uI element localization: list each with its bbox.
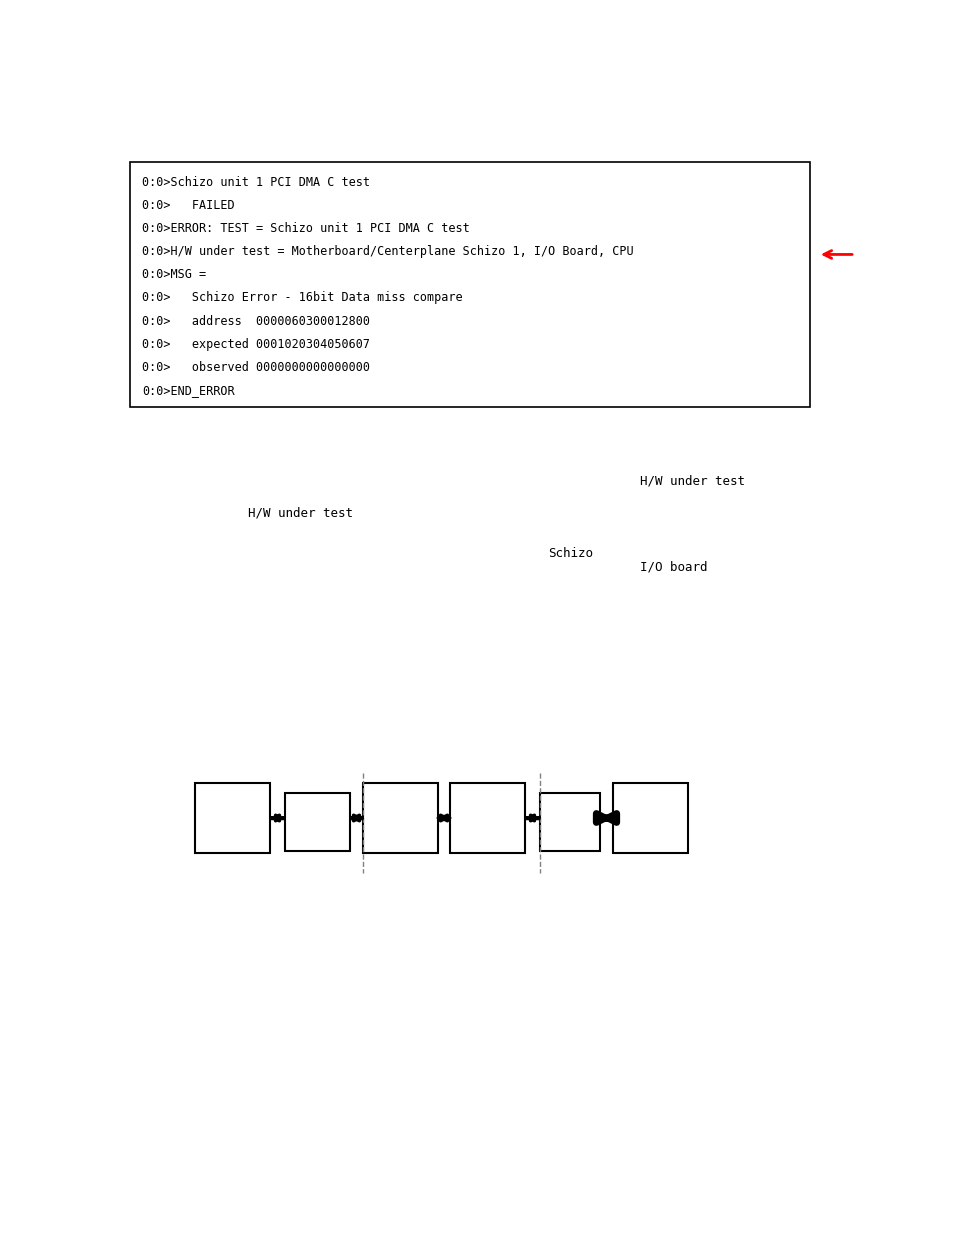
Bar <box>285 793 350 851</box>
Text: Schizo: Schizo <box>547 547 593 559</box>
Text: 0:0>MSG =: 0:0>MSG = <box>142 268 206 282</box>
Bar <box>363 783 437 853</box>
Bar <box>450 783 524 853</box>
Text: I/O board: I/O board <box>639 559 707 573</box>
Text: 0:0>Schizo unit 1 PCI DMA C test: 0:0>Schizo unit 1 PCI DMA C test <box>142 175 370 189</box>
Text: 0:0>H/W under test = Motherboard/Centerplane Schizo 1, I/O Board, CPU: 0:0>H/W under test = Motherboard/Centerp… <box>142 246 633 258</box>
Bar <box>130 162 809 408</box>
Bar <box>613 783 687 853</box>
Text: 0:0>   address  0000060300012800: 0:0> address 0000060300012800 <box>142 315 370 327</box>
Text: H/W under test: H/W under test <box>639 475 744 488</box>
Text: 0:0>   Schizo Error - 16bit Data miss compare: 0:0> Schizo Error - 16bit Data miss comp… <box>142 291 462 305</box>
Text: 0:0>   expected 0001020304050607: 0:0> expected 0001020304050607 <box>142 337 370 351</box>
Bar <box>194 783 270 853</box>
Text: H/W under test: H/W under test <box>248 508 353 520</box>
Text: 0:0>ERROR: TEST = Schizo unit 1 PCI DMA C test: 0:0>ERROR: TEST = Schizo unit 1 PCI DMA … <box>142 222 469 235</box>
Text: 0:0>END_ERROR: 0:0>END_ERROR <box>142 384 234 396</box>
Text: 0:0>   FAILED: 0:0> FAILED <box>142 199 234 212</box>
Text: 0:0>   observed 0000000000000000: 0:0> observed 0000000000000000 <box>142 361 370 374</box>
Bar <box>539 793 599 851</box>
